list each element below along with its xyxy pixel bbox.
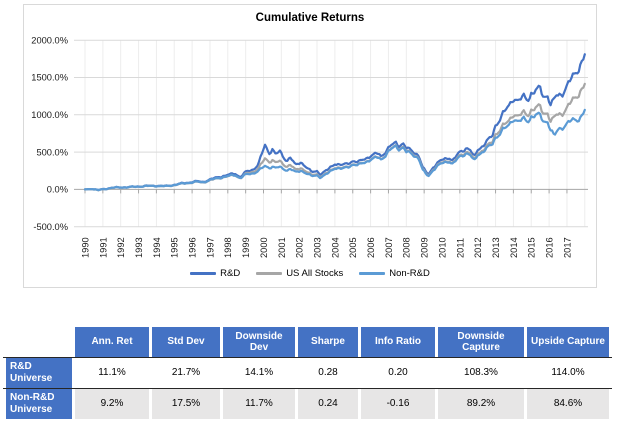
legend-item-non-r-d: Non-R&D xyxy=(359,268,430,279)
chart-legend: R&D US All Stocks Non-R&D xyxy=(23,268,597,279)
column-header-info-ratio: Info Ratio xyxy=(361,327,435,357)
y-axis-tick-label: 0.0% xyxy=(47,185,68,195)
x-axis-tick-label: 1992 xyxy=(116,237,126,258)
table-header-row: Ann. Ret Std Dev Downside Dev Sharpe Info Ra… xyxy=(6,327,609,357)
chart-border xyxy=(23,4,597,288)
y-axis-tick-label: 1000.0% xyxy=(31,110,68,120)
table-row-non-r-d-universe: Non-R&D Universe 9.2% 17.5% 11.7% 0.24 -0.16 8… xyxy=(6,388,609,419)
legend-label: R&D xyxy=(220,268,241,279)
row-label-r-d-universe: R&D Universe xyxy=(6,357,72,388)
y-axis-tick-label: -500.0% xyxy=(33,222,68,232)
y-axis-tick-label: 2000.0% xyxy=(31,35,68,45)
x-axis-tick-label: 2001 xyxy=(277,237,287,258)
chart-title: Cumulative Returns xyxy=(255,12,365,24)
column-header-downside-dev: Downside Dev xyxy=(223,327,295,357)
stat-value-cell: 21.7% xyxy=(152,357,220,388)
table-row-divider xyxy=(3,357,612,358)
legend-item-us-all-stocks: US All Stocks xyxy=(256,268,343,279)
y-axis-tick-label: 1500.0% xyxy=(31,73,68,83)
x-axis-tick-label: 1995 xyxy=(170,237,180,258)
x-axis-tick-label: 1997 xyxy=(205,237,215,258)
stats-table: Ann. Ret Std Dev Downside Dev Sharpe Info Ra… xyxy=(3,327,612,419)
x-axis-tick-label: 2005 xyxy=(348,237,358,258)
x-axis-tick-label: 2002 xyxy=(295,237,305,258)
x-axis-tick-label: 2004 xyxy=(330,237,340,258)
stat-value-cell: 0.20 xyxy=(361,357,435,388)
x-axis-tick-label: 2010 xyxy=(437,237,447,258)
stat-value-cell: 108.3% xyxy=(438,357,524,388)
column-header-sharpe: Sharpe xyxy=(298,327,358,357)
x-axis-tick-label: 1993 xyxy=(134,237,144,258)
stat-value-cell: 0.24 xyxy=(298,388,358,419)
table-row-divider xyxy=(3,388,612,389)
stat-value-cell: 17.5% xyxy=(152,388,220,419)
x-axis-tick-label: 1994 xyxy=(152,237,162,258)
stat-value-cell: 9.2% xyxy=(75,388,149,419)
x-axis-tick-label: 2013 xyxy=(491,237,501,258)
x-axis-tick-label: 2015 xyxy=(527,237,537,258)
legend-label: Non-R&D xyxy=(389,268,430,279)
stat-value-cell: 0.28 xyxy=(298,357,358,388)
stat-value-cell: 14.1% xyxy=(223,357,295,388)
column-header-downside-capture: Downside Capture xyxy=(438,327,524,357)
stat-value-cell: 11.1% xyxy=(75,357,149,388)
x-axis-tick-label: 2003 xyxy=(312,237,322,258)
column-header-ann-ret: Ann. Ret xyxy=(75,327,149,357)
x-axis-tick-label: 2000 xyxy=(259,237,269,258)
stat-value-cell: 89.2% xyxy=(438,388,524,419)
x-axis-tick-label: 2009 xyxy=(420,237,430,258)
column-header-std-dev: Std Dev xyxy=(152,327,220,357)
table-row-r-d-universe: R&D Universe 11.1% 21.7% 14.1% 0.28 0.20 108.3… xyxy=(6,357,609,388)
x-axis-tick-label: 2016 xyxy=(545,237,555,258)
x-axis-tick-label: 2014 xyxy=(509,237,519,258)
stat-value-cell: 11.7% xyxy=(223,388,295,419)
stats-table-container: Ann. Ret Std Dev Downside Dev Sharpe Info Ra… xyxy=(3,327,612,420)
x-axis-tick-label: 2011 xyxy=(455,238,465,258)
x-axis-tick-label: 1990 xyxy=(80,237,90,258)
legend-line-marker-us-all-stocks xyxy=(256,272,283,275)
series-line-non-r-d xyxy=(83,108,586,192)
stat-value-cell: -0.16 xyxy=(361,388,435,419)
legend-line-marker-non-r-d xyxy=(359,272,386,275)
x-axis-tick-label: 1996 xyxy=(188,237,198,258)
column-header-upside-capture: Upside Capture xyxy=(527,327,609,357)
legend-line-marker-r-d xyxy=(190,272,217,275)
x-axis-tick-label: 1991 xyxy=(98,237,108,258)
legend-item-r-d: R&D xyxy=(190,268,240,279)
x-axis-tick-label: 2017 xyxy=(562,237,572,258)
x-axis-tick-label: 2008 xyxy=(402,237,412,258)
x-axis-tick-label: 1998 xyxy=(223,237,233,258)
stats-table-header: Ann. Ret Std Dev Downside Dev Sharpe Info Ra… xyxy=(6,327,609,357)
x-axis-tick-label: 2006 xyxy=(366,237,376,258)
chart-canvas: 2000.0% 1500.0% 1000.0% 500.0% 0.0% -500.0% 19… xyxy=(23,4,597,288)
legend-label: US All Stocks xyxy=(286,268,344,279)
stat-value-cell: 114.0% xyxy=(527,357,609,388)
stats-table-body: R&D Universe 11.1% 21.7% 14.1% 0.28 0.20 108.3… xyxy=(6,357,609,419)
table-corner-cell xyxy=(6,327,72,357)
x-axis-tick-label: 2012 xyxy=(473,237,483,258)
stat-value-cell: 84.6% xyxy=(527,388,609,419)
y-axis-tick-label: 500.0% xyxy=(36,147,68,157)
row-label-non-r-d-universe: Non-R&D Universe xyxy=(6,388,72,419)
cumulative-returns-chart: 2000.0% 1500.0% 1000.0% 500.0% 0.0% -500.0% 19… xyxy=(23,4,597,288)
x-axis-tick-label: 2007 xyxy=(384,237,394,258)
x-axis-tick-label: 1999 xyxy=(241,237,251,258)
